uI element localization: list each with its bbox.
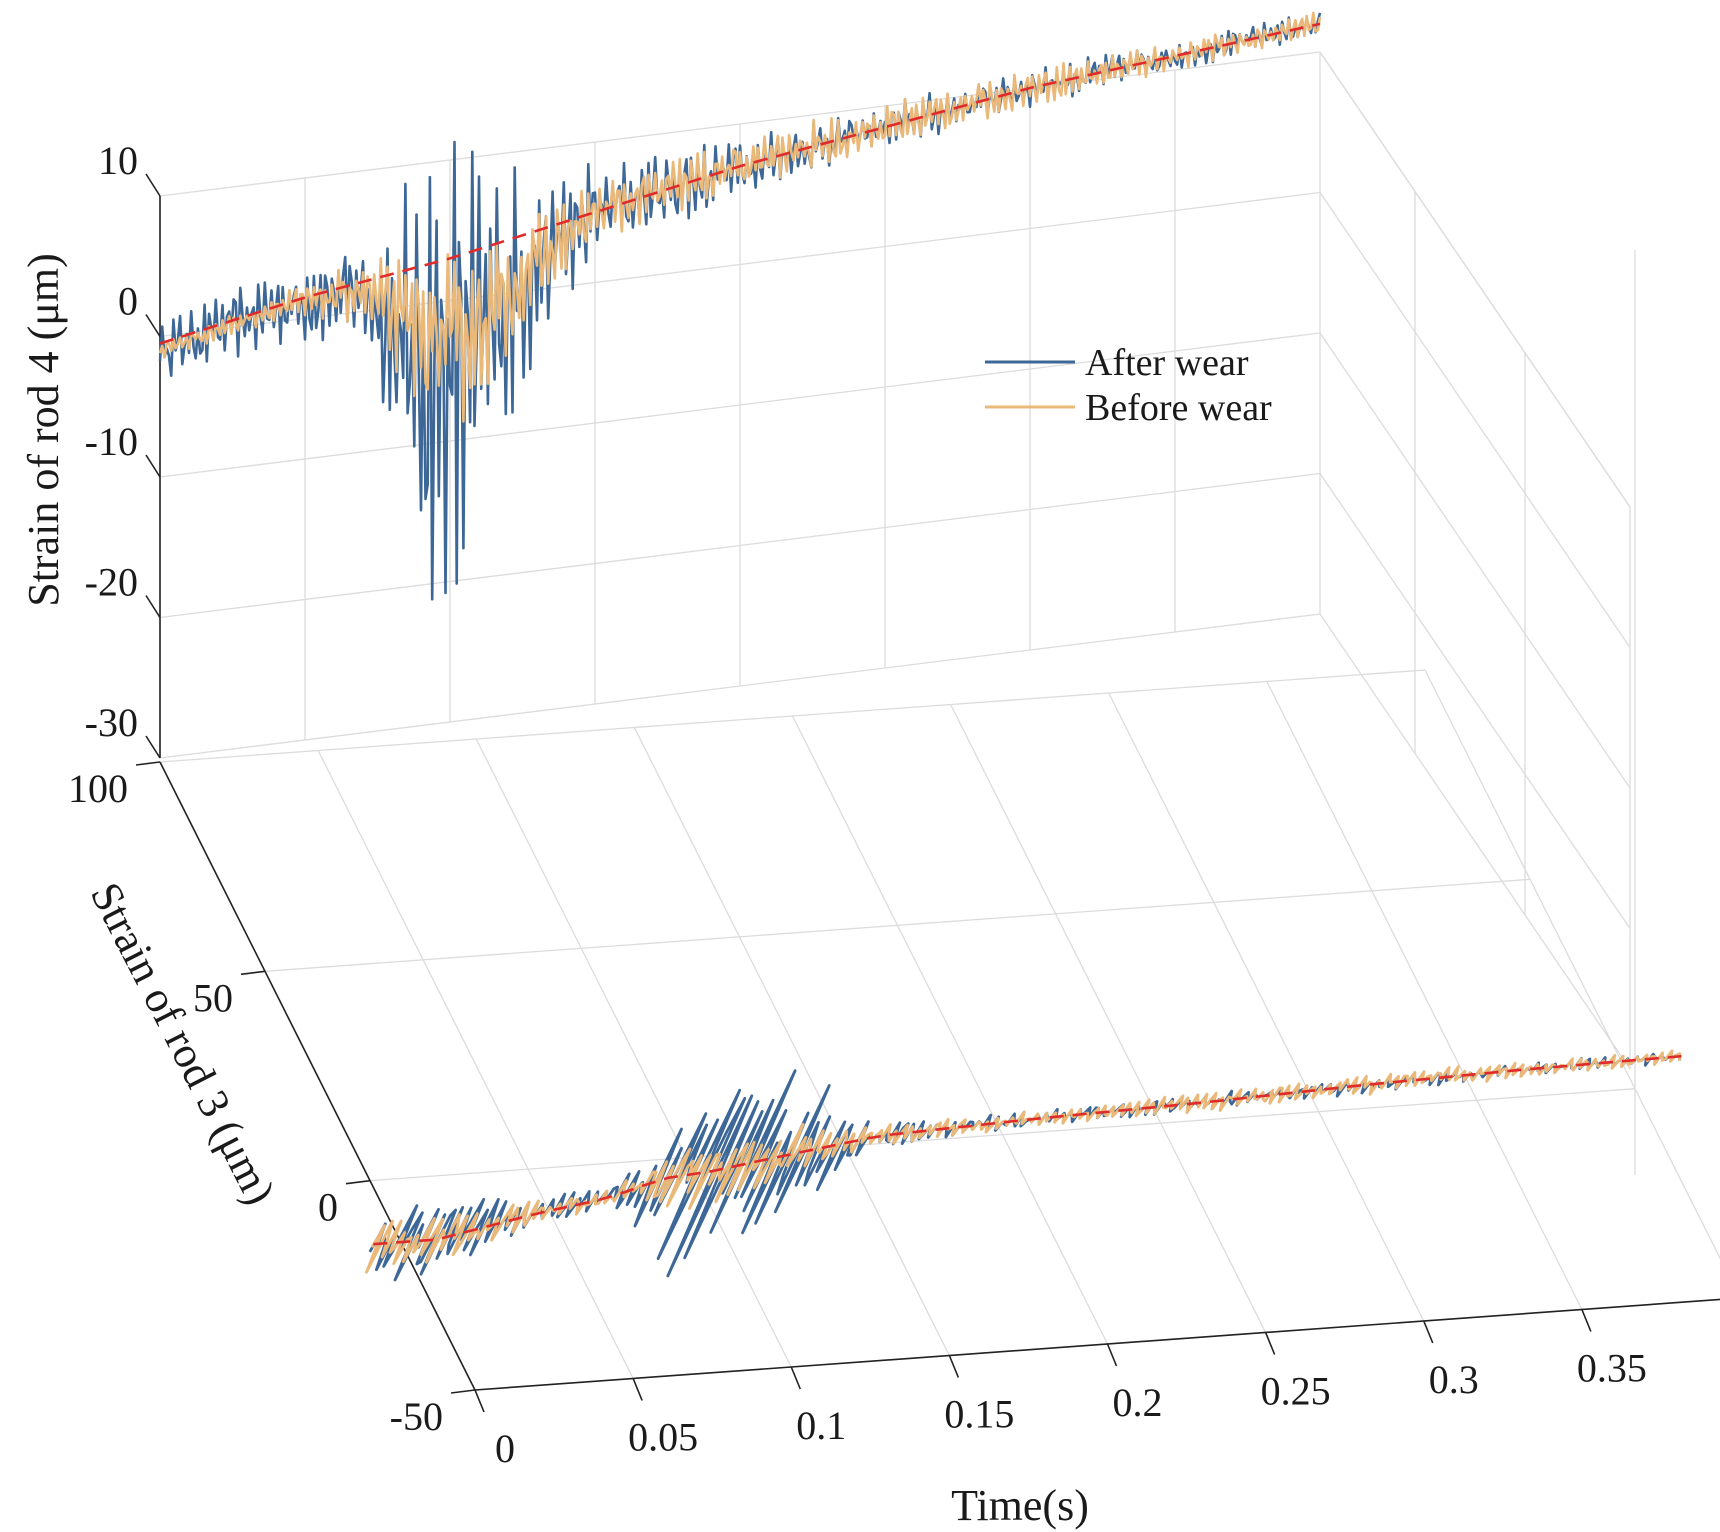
x-tick-label-1: 0.05	[628, 1415, 698, 1460]
z-axis-label: Strain of rod 4 (μm)	[19, 253, 68, 607]
grid-line-floor-t-6	[1108, 692, 1425, 1322]
x-tick-label-6: 0.3	[1429, 1357, 1479, 1402]
y-tick-mark-0	[450, 1389, 476, 1394]
y-tick-label-0: -50	[390, 1394, 443, 1439]
grid-line-side-4	[1319, 613, 1631, 1070]
x-tick-label-2: 0.1	[796, 1403, 846, 1448]
legend: After wear Before wear	[985, 342, 1272, 429]
series-line-3	[365, 1049, 1682, 1274]
z-tick-mark-0	[145, 173, 161, 197]
series-line-1	[158, 11, 1322, 423]
x-tick-label-3: 0.15	[944, 1392, 1014, 1437]
grid-line-floor-t-7	[1266, 681, 1583, 1310]
x-tick-mark-3	[948, 1355, 960, 1378]
x-tick-label-4: 0.2	[1113, 1380, 1163, 1425]
z-tick-mark-4	[145, 735, 161, 759]
x-tick-label-0: 0	[495, 1426, 515, 1471]
z-tick-label-3: -20	[85, 560, 138, 605]
x-tick-label-5: 0.25	[1261, 1369, 1331, 1414]
grid-line-floor-t-8	[1424, 669, 1720, 1260]
x-tick-label-7: 0.35	[1577, 1346, 1647, 1391]
x-tick-mark-1	[632, 1378, 643, 1401]
z-tick-label-4: -30	[85, 700, 138, 745]
x-tick-mark-4	[1106, 1343, 1118, 1367]
z-tick-mark-1	[145, 314, 161, 337]
y-axis-line	[159, 761, 476, 1391]
z-tick-label-1: 0	[118, 279, 138, 324]
x-tick-mark-5	[1264, 1332, 1276, 1355]
z-tick-mark-3	[145, 595, 161, 618]
y-tick-label-2: 50	[193, 975, 233, 1020]
grid-line-side-0	[1319, 51, 1631, 508]
y-tick-label-3: 100	[68, 766, 128, 811]
x-tick-mark-7	[1581, 1309, 1592, 1332]
grid-line-floor-t-1	[317, 750, 634, 1379]
grid-layer	[159, 51, 1720, 1391]
grid-line-floor-t-5	[950, 704, 1267, 1333]
grid-line-floor-t-2	[475, 738, 792, 1368]
grid-line-side-1	[1319, 192, 1631, 648]
grid-line-floor-t-4	[791, 715, 1109, 1345]
y-tick-mark-1	[345, 1179, 371, 1185]
trend-line-rod3	[373, 1054, 1682, 1246]
x-axis-label: Time(s)	[951, 1481, 1089, 1530]
x-tick-mark-6	[1423, 1320, 1434, 1344]
y-tick-mark-2	[240, 970, 266, 976]
legend-label-before-wear: Before wear	[1085, 387, 1272, 429]
legend-label-after-wear: After wear	[1085, 342, 1249, 384]
trend-line-rod4	[159, 22, 1321, 345]
grid-line-side-2	[1319, 332, 1631, 789]
z-tick-label-2: -10	[85, 419, 138, 464]
z-tick-mark-2	[145, 454, 161, 478]
data-layer	[158, 11, 1682, 1282]
grid-line-side-3	[1319, 473, 1631, 929]
x-axis-line	[474, 1298, 1720, 1391]
y-tick-mark-3	[135, 761, 161, 766]
y-tick-label-1: 0	[318, 1185, 338, 1230]
z-tick-label-0: 10	[98, 138, 138, 183]
y-axis-label: Strain of rod 3 (μm)	[81, 875, 285, 1212]
grid-line-floor-t-3	[633, 727, 950, 1356]
x-tick-mark-0	[474, 1389, 485, 1413]
x-tick-mark-2	[790, 1366, 801, 1390]
